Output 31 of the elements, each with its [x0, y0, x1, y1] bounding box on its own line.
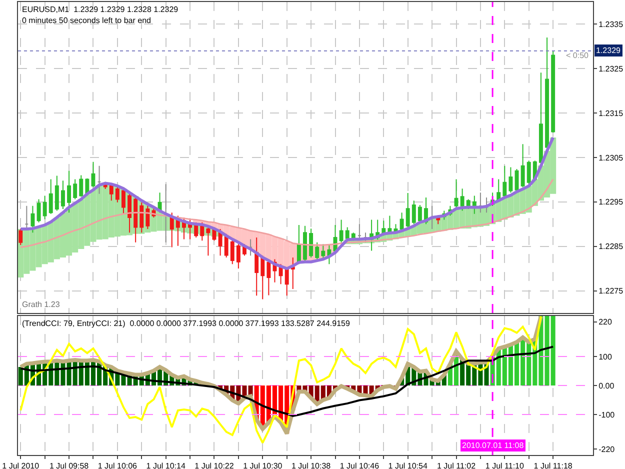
- x-tick-label: 1 Jul 10:06: [98, 462, 138, 469]
- ref-line-label: 2010.07.01 11:08: [462, 441, 524, 450]
- chart-title: (TrendCCI: 79, EntryCCI: 21) 0.0000 0.0000 377.1993 0.0000 377.1993 133.5287 244.9159: [22, 319, 350, 328]
- y-tick-label: 0.00: [598, 381, 615, 390]
- y-tick-label: 1.2285: [598, 242, 624, 252]
- y-tick-label: 1.2305: [598, 153, 624, 162]
- y-tick-label: 1.2325: [598, 64, 624, 74]
- y-tick-label: 1.2275: [598, 286, 624, 296]
- annotation: Grath 1.23: [22, 300, 60, 309]
- x-tick-label: 1 Jul 10:14: [146, 462, 186, 469]
- x-tick-label: 1 Jul 10:30: [243, 462, 283, 469]
- chart-title: EURUSD,M1 1.2329 1.2329 1.2328 1.2329: [22, 5, 179, 14]
- x-tick-label: 1 Jul 10:54: [388, 462, 428, 469]
- y-tick-label: 1.2315: [598, 108, 624, 118]
- x-tick-label: 1 Jul 11:02: [436, 462, 476, 469]
- x-tick-label: 1 Jul 11:10: [485, 462, 524, 469]
- x-tick-label: 1 Jul 10:22: [194, 462, 234, 469]
- y-tick-label: 1.2335: [598, 20, 624, 30]
- y-tick-label: 1.2295: [598, 198, 624, 207]
- ref-line-label: 1.2329: [596, 46, 622, 55]
- annotation: < 0:50: [566, 51, 590, 60]
- y-tick-label: 100: [598, 352, 612, 362]
- x-tick-label: 1 Jul 10:38: [291, 462, 332, 469]
- x-tick-label: 1 Jul 09:58: [49, 462, 90, 469]
- x-tick-label: 1 Jul 11:18: [534, 462, 573, 469]
- y-tick-label: -100: [598, 410, 616, 420]
- x-tick-label: 1 Jul 10:46: [340, 462, 380, 469]
- y-tick-label: 220: [598, 318, 612, 327]
- x-tick-label: 1 Jul 2010: [2, 462, 40, 469]
- y-tick-label: -220: [598, 445, 616, 454]
- annotation: 0 minutes 50 seconds left to bar end: [22, 16, 151, 25]
